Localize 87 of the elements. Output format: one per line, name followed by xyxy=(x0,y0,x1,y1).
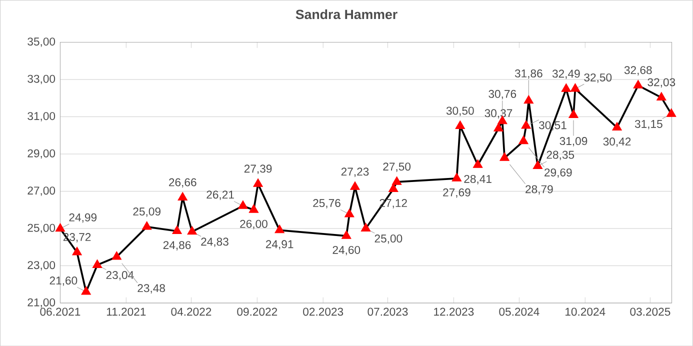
point xyxy=(274,224,284,234)
data-label: 25,09 xyxy=(133,207,160,217)
data-label: 25,76 xyxy=(313,198,340,208)
point xyxy=(524,95,534,104)
point xyxy=(178,192,188,200)
point xyxy=(187,226,197,234)
x-tick-label: 05.2024 xyxy=(499,308,540,316)
point xyxy=(500,152,510,161)
point xyxy=(518,135,528,144)
point xyxy=(452,172,462,182)
data-label: 28,35 xyxy=(546,150,574,160)
y-tick-label: 25,00 xyxy=(28,224,56,234)
x-tick-label: 09.2022 xyxy=(237,308,278,316)
data-label: 30,76 xyxy=(488,90,516,100)
data-label: 27,50 xyxy=(383,162,411,172)
x-tick-label: 03.2025 xyxy=(630,308,670,316)
data-label: 27,23 xyxy=(341,168,369,177)
point xyxy=(561,83,572,92)
chart-title: Sandra Hammer xyxy=(296,9,398,20)
point xyxy=(472,159,483,168)
data-label: 27,39 xyxy=(244,164,272,174)
data-label: 32,50 xyxy=(584,73,612,83)
point xyxy=(142,221,152,230)
x-tick-label: 07.2023 xyxy=(368,308,408,316)
point xyxy=(92,259,102,268)
point xyxy=(521,120,531,129)
point xyxy=(666,108,676,117)
data-label: 24,86 xyxy=(163,240,191,250)
point xyxy=(360,222,371,232)
point xyxy=(532,160,543,169)
data-label: 24,91 xyxy=(266,240,294,250)
point xyxy=(341,230,352,239)
point xyxy=(633,80,644,88)
data-label: 28,79 xyxy=(526,185,553,194)
point xyxy=(238,200,248,209)
point xyxy=(72,246,82,256)
y-tick-label: 33,00 xyxy=(28,74,56,84)
point xyxy=(455,120,466,129)
y-tick-label: 31,00 xyxy=(28,112,56,122)
data-label: 21,60 xyxy=(50,276,78,286)
point xyxy=(570,83,580,92)
point xyxy=(112,251,122,260)
point xyxy=(248,204,259,213)
data-label: 32,03 xyxy=(648,78,676,88)
data-label: 32,49 xyxy=(552,70,580,79)
point xyxy=(253,178,263,187)
point xyxy=(55,222,66,232)
data-label: 24,99 xyxy=(69,213,97,223)
data-label: 23,48 xyxy=(138,284,165,294)
data-label: 31,09 xyxy=(560,136,588,146)
point xyxy=(344,208,354,218)
x-tick-label: 10.2024 xyxy=(566,308,606,316)
point xyxy=(612,122,622,130)
point xyxy=(388,183,398,192)
data-label: 31,15 xyxy=(634,120,662,130)
y-tick-label: 23,00 xyxy=(28,260,56,270)
point xyxy=(494,122,504,132)
y-tick-label: 35,00 xyxy=(28,37,56,47)
data-label: 26,66 xyxy=(169,178,196,188)
point xyxy=(350,181,360,190)
data-label: 26,21 xyxy=(206,190,234,200)
point xyxy=(568,109,578,118)
data-label: 30,50 xyxy=(446,106,474,116)
point xyxy=(172,225,182,234)
data-label: 27,69 xyxy=(443,188,470,198)
y-tick-label: 21,00 xyxy=(28,298,56,308)
x-tick-label: 06.2021 xyxy=(40,308,80,316)
point xyxy=(656,92,666,100)
x-tick-label: 11.2021 xyxy=(106,308,146,316)
y-tick-label: 27,00 xyxy=(28,186,56,196)
x-tick-label: 04.2022 xyxy=(171,308,212,316)
data-label: 30,42 xyxy=(603,137,631,147)
data-label: 28,41 xyxy=(464,174,492,184)
data-label: 26,00 xyxy=(240,220,268,230)
data-label: 24,83 xyxy=(201,238,228,247)
data-label: 23,04 xyxy=(106,270,134,280)
data-label: 31,86 xyxy=(514,69,542,79)
y-tick-label: 29,00 xyxy=(28,149,56,159)
x-tick-label: 12.2023 xyxy=(434,308,474,316)
x-tick-label: 02.2023 xyxy=(303,308,344,316)
data-label: 30,37 xyxy=(484,109,512,118)
data-label: 25,00 xyxy=(374,234,402,244)
point xyxy=(81,286,91,295)
data-label: 32,68 xyxy=(624,66,652,76)
point xyxy=(392,176,402,185)
data-label: 29,69 xyxy=(544,168,572,178)
data-label: 24,60 xyxy=(332,246,360,256)
